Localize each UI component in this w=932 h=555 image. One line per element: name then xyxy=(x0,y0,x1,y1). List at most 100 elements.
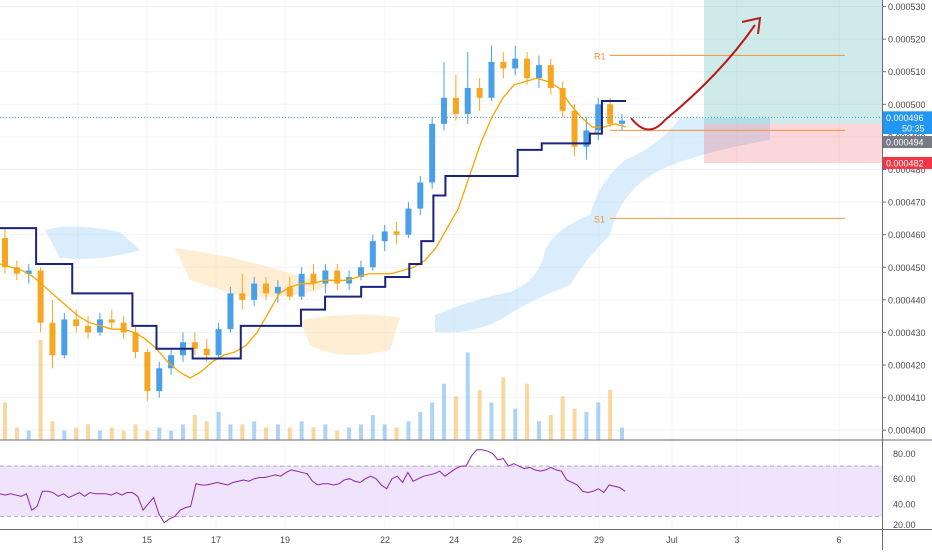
candle xyxy=(512,45,519,75)
candle xyxy=(535,55,542,88)
candle-body xyxy=(346,277,353,284)
x-tick-label: 19 xyxy=(280,535,290,545)
candle-body xyxy=(215,329,222,356)
candle-body xyxy=(61,319,68,356)
candle xyxy=(310,264,317,291)
pivot-label: R1 xyxy=(594,51,606,61)
candle xyxy=(61,312,68,359)
volume-bar xyxy=(406,421,411,440)
pivot-label: P xyxy=(594,126,600,136)
candle xyxy=(179,332,186,362)
y-tick-label: 0.000400 xyxy=(888,426,926,436)
volume-bars xyxy=(3,340,624,440)
rsi-line xyxy=(0,449,626,524)
target-zone xyxy=(704,0,882,124)
candle xyxy=(263,277,270,300)
volume-bar xyxy=(453,396,458,440)
volume-bar xyxy=(14,427,19,440)
volume-bar xyxy=(287,427,292,440)
volume-bar xyxy=(418,411,423,440)
volume-bar xyxy=(252,421,257,440)
x-tick-label: 22 xyxy=(380,535,390,545)
volume-bar xyxy=(620,427,624,440)
candle-body xyxy=(298,273,305,297)
x-tick-label: 13 xyxy=(73,535,83,545)
volume-bar xyxy=(335,430,340,440)
volume-bar xyxy=(347,427,352,440)
price-badge xyxy=(883,111,932,124)
candle xyxy=(583,117,590,160)
position-zones xyxy=(704,0,882,163)
x-tick-label: 3 xyxy=(734,535,739,545)
candle-body xyxy=(429,123,436,183)
candle xyxy=(429,117,436,190)
price-badge-label: 0.000482 xyxy=(886,158,924,168)
candle-body xyxy=(357,267,364,278)
candle-body xyxy=(547,65,554,88)
candle xyxy=(500,52,507,79)
volume-bar xyxy=(228,424,233,440)
y-tick-label: 0.000480 xyxy=(888,165,926,175)
grid xyxy=(0,0,882,529)
candle xyxy=(85,316,92,339)
volume-bar xyxy=(548,415,553,440)
x-tick-label: 17 xyxy=(211,535,221,545)
volume-bar xyxy=(169,430,174,440)
candle-body xyxy=(381,231,388,242)
volume-bar xyxy=(157,427,162,440)
volume-bar xyxy=(192,415,197,440)
candle xyxy=(334,264,341,291)
volume-bar xyxy=(525,383,530,440)
rsi-band xyxy=(0,466,882,517)
candle xyxy=(49,299,56,369)
volume-bar xyxy=(299,421,304,440)
candle-body xyxy=(274,286,281,294)
x-tick-label: 26 xyxy=(512,535,522,545)
indicator-line xyxy=(0,100,626,360)
candle-body xyxy=(393,231,400,235)
x-tick-label: 15 xyxy=(142,535,152,545)
candle-body xyxy=(37,270,44,323)
candle-body xyxy=(417,182,424,209)
volume-bar xyxy=(264,427,269,440)
y-tick-label: 0.000420 xyxy=(888,361,926,371)
volume-bar xyxy=(86,424,91,440)
candle xyxy=(132,325,139,359)
x-tick-label: 6 xyxy=(836,535,841,545)
candle-body xyxy=(607,104,614,124)
candle xyxy=(607,97,614,128)
pivot-label: S1 xyxy=(594,214,605,224)
volume-bar xyxy=(584,411,589,440)
y-tick-label: 0.000430 xyxy=(888,328,926,338)
candle-body xyxy=(488,61,495,98)
candle xyxy=(156,361,163,398)
candle xyxy=(239,273,246,310)
candle xyxy=(108,309,115,330)
candle xyxy=(524,52,531,85)
forecast-path xyxy=(630,24,756,131)
volume-bar xyxy=(38,340,43,440)
candle xyxy=(13,260,20,281)
forecast-arrow xyxy=(630,16,762,131)
volume-bar xyxy=(311,427,316,440)
volume-bar xyxy=(596,402,601,440)
volume-bar xyxy=(204,421,209,440)
candle-body xyxy=(571,110,578,147)
price-badge-label: 0.000494 xyxy=(886,138,924,148)
candle-body xyxy=(559,88,566,111)
candle xyxy=(144,348,151,401)
volume-bar xyxy=(394,427,399,440)
volume-bar xyxy=(489,402,494,440)
candle xyxy=(322,264,329,294)
candle xyxy=(251,277,258,307)
candle xyxy=(417,176,424,216)
candle xyxy=(476,78,483,111)
y-tick-label: 0.000470 xyxy=(888,198,926,208)
candle-body xyxy=(322,270,329,284)
cloud-region xyxy=(45,226,140,259)
price-badge-label: 50:35 xyxy=(902,124,925,134)
candle-body xyxy=(369,241,376,268)
candle xyxy=(393,221,400,245)
